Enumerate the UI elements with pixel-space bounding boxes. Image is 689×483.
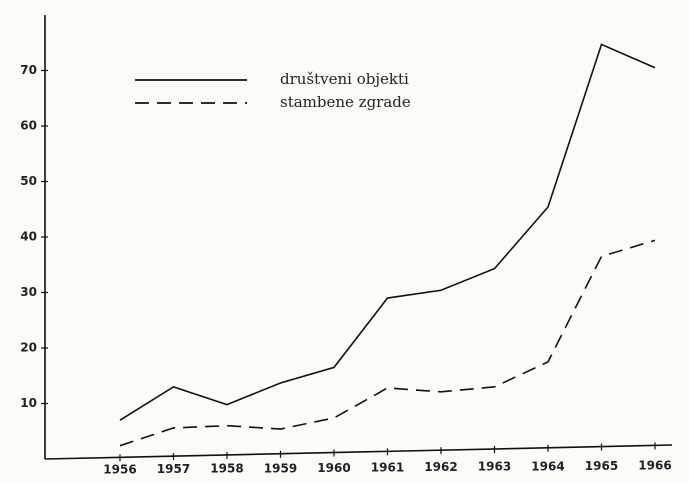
x-tick-label: 1964 xyxy=(531,459,564,473)
x-tick-label: 1963 xyxy=(478,460,511,474)
series-line xyxy=(119,43,656,421)
y-tick-label: 70 xyxy=(20,63,37,77)
x-tick-label: 1958 xyxy=(210,462,243,476)
x-tick-label: 1957 xyxy=(157,462,190,476)
y-tick-label: 20 xyxy=(20,341,37,355)
x-tick-label: 1961 xyxy=(371,461,404,475)
legend-text: društveni objekti xyxy=(280,70,409,88)
x-axis xyxy=(44,444,673,460)
x-tick-label: 1962 xyxy=(424,460,457,474)
y-tick-label: 40 xyxy=(20,230,37,244)
y-tick-label: 60 xyxy=(20,119,37,133)
x-tick-label: 1959 xyxy=(264,461,297,475)
x-tick-label: 1960 xyxy=(317,461,350,475)
y-tick-label: 10 xyxy=(20,396,37,410)
series-line xyxy=(119,239,656,447)
x-tick-label: 1956 xyxy=(103,463,136,477)
x-tick-label: 1966 xyxy=(638,459,671,473)
x-tick-label: 1965 xyxy=(585,459,618,473)
y-tick-label: 30 xyxy=(20,285,37,299)
legend-text: stambene zgrade xyxy=(280,93,411,111)
y-tick-label: 50 xyxy=(20,174,37,188)
